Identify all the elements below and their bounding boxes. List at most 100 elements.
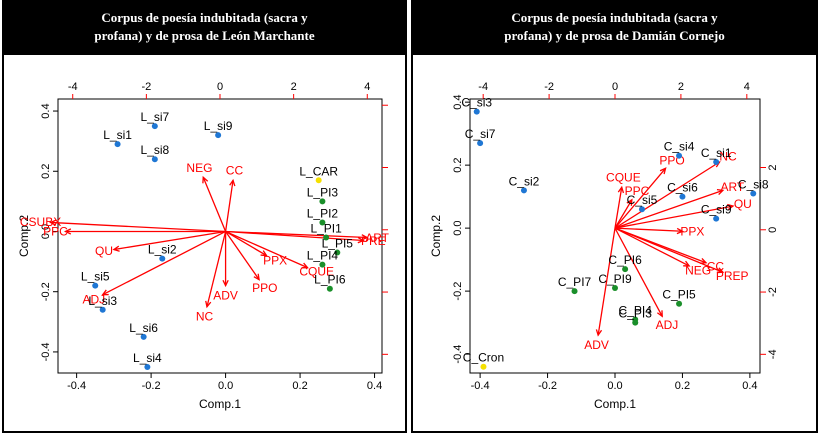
right-top-tick-label: 2 [678, 81, 684, 93]
left-point [334, 249, 341, 256]
right-vector-arrow [597, 228, 616, 336]
left-vector-arrowhead [260, 250, 268, 257]
left-point-label: L_PI5 [322, 237, 354, 251]
left-vector-label: PRE [361, 234, 386, 248]
left-vector-arrowhead [63, 228, 72, 235]
left-point-label: L_si8 [140, 143, 169, 157]
right-panel-title: Corpus de poesía indubitada (sacra y pro… [411, 0, 818, 53]
right-point-label: C_si8 [738, 177, 769, 191]
left-top-tick-label: 2 [291, 81, 297, 93]
right-vector-arrow [614, 187, 623, 229]
right-point [632, 319, 639, 326]
right-x-tick-label: 0.0 [607, 380, 622, 392]
right-vector-label: ADV [584, 338, 609, 352]
left-vector-arrow [50, 221, 226, 233]
left-vector-arrowhead [49, 219, 57, 226]
right-point [571, 288, 578, 295]
right-vector-arrow [614, 227, 690, 267]
left-top-tick-label: 4 [364, 81, 370, 93]
right-point [679, 193, 686, 200]
left-y-tick-label: 0.4 [40, 103, 52, 118]
right-point-label: C_PI6 [608, 253, 642, 267]
left-point [151, 156, 158, 163]
right-vector-label: NC [719, 150, 737, 164]
left-point [159, 255, 166, 262]
right-point-label: C_si2 [509, 174, 540, 188]
right-vector-label: PPX [680, 225, 704, 239]
left-vector-arrowhead [101, 289, 109, 296]
left-point [144, 363, 151, 370]
left-point-label: L_si7 [140, 110, 169, 124]
right-title-line-1: Corpus de poesía indubitada (sacra y [511, 9, 718, 25]
right-point [713, 158, 720, 165]
left-point-label: L_PI6 [314, 273, 346, 287]
right-point-label: C_PI4 [619, 303, 653, 317]
left-vector-arrowhead [253, 273, 260, 281]
left-vector-label: CC [226, 163, 244, 177]
right-vector-arrow [614, 167, 667, 229]
right-point [473, 108, 480, 115]
left-vector-label: PPO [252, 281, 277, 295]
right-right-tick-label: -2 [767, 287, 779, 297]
right-point-label: C_Cron [463, 351, 504, 365]
left-point [92, 282, 99, 289]
right-vector-arrowhead [683, 260, 691, 267]
right-vector-arrow [614, 227, 683, 232]
right-vector-arrowhead [659, 167, 667, 175]
left-vector-arrow [225, 230, 267, 257]
right-y-tick-label: -0.2 [452, 282, 464, 301]
right-point [750, 190, 757, 197]
left-point-label: L_si4 [133, 351, 162, 365]
left-vector-arrowhead [229, 178, 236, 187]
right-point [713, 215, 720, 222]
left-point [140, 333, 147, 340]
right-x-tick-label: 0.2 [675, 380, 690, 392]
left-top-tick-label: 0 [217, 81, 223, 93]
left-y-tick-label: 0.2 [40, 164, 52, 179]
left-vector-arrow [102, 230, 226, 296]
right-panel-frame [411, 53, 818, 433]
left-point-label: L_si3 [88, 294, 117, 308]
right-vector-arrow [614, 199, 633, 229]
right-vector-label: CQUE [606, 170, 641, 184]
left-x-tick-label: 0.0 [218, 380, 233, 392]
right-point-label: C_PI3 [619, 307, 653, 321]
left-y-tick-label: 0.0 [40, 224, 52, 239]
right-point [622, 266, 629, 273]
right-point-label: C_PI7 [558, 275, 592, 289]
right-top-tick-label: -4 [478, 81, 488, 93]
left-point [114, 141, 121, 148]
left-vector-label: CSUBX [20, 215, 61, 229]
left-point-label: L_si6 [129, 321, 158, 335]
right-vector-arrowhead [727, 203, 735, 211]
right-vector-label: ART [720, 180, 744, 194]
right-vector-arrow [614, 161, 720, 229]
left-point-label: L_PI3 [307, 185, 339, 199]
left-vector-label: CQUE [299, 265, 334, 279]
right-point-label: C_si5 [627, 193, 658, 207]
right-vector-arrow [614, 227, 663, 317]
right-top-tick-label: 0 [612, 81, 618, 93]
right-point-label: C_PI9 [598, 272, 632, 286]
right-vector-arrowhead [626, 198, 633, 206]
left-point-label: L_si5 [81, 270, 110, 284]
right-x-tick-label: -0.4 [471, 380, 490, 392]
right-x-tick-label: 0.4 [742, 380, 757, 392]
right-vector-arrowhead [617, 185, 625, 194]
left-panel-title: Corpus de poesía indubitada (sacra y pro… [2, 0, 407, 53]
right-y-axis-title: Comp.2 [429, 215, 443, 257]
left-point [99, 306, 106, 313]
right-point [477, 140, 484, 147]
right-point-label: C_si7 [465, 127, 496, 141]
right-vector-arrow [614, 189, 724, 229]
right-point-label: C_si4 [664, 140, 695, 154]
right-right-tick-label: 0 [767, 227, 779, 233]
right-point-label: C_si3 [461, 96, 492, 110]
left-vector-arrowhead [357, 236, 365, 244]
right-vector-arrowhead [656, 310, 663, 318]
left-vector-label: QU [95, 244, 113, 258]
left-x-tick-label: 0.2 [292, 380, 307, 392]
left-point [315, 177, 322, 184]
right-vector-label: PREP [716, 269, 749, 283]
right-vector-label: NEG [685, 263, 711, 277]
